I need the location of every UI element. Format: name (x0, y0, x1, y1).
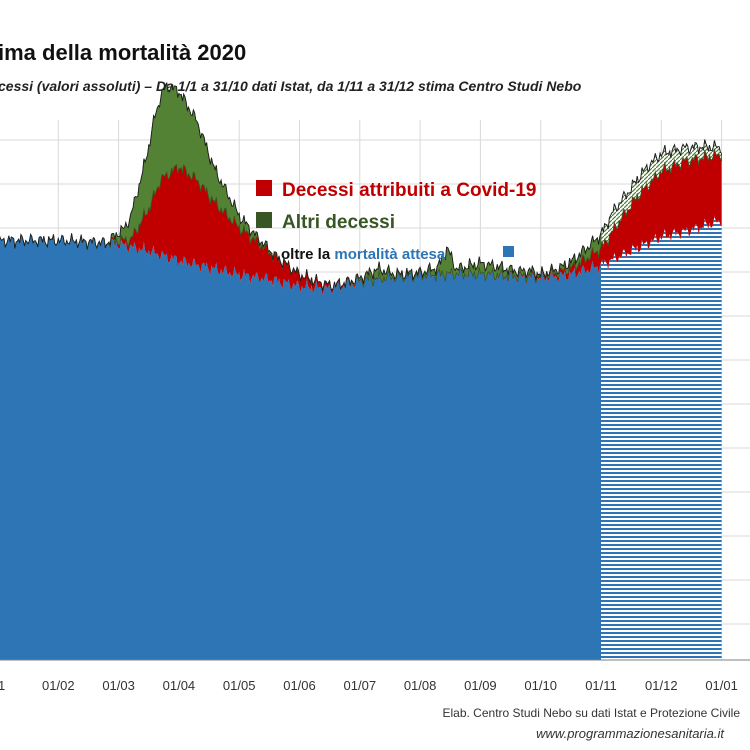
total-outline (0, 82, 722, 292)
chart-title: ima della mortalità 2020 (0, 40, 247, 65)
website-link: www.programmazionesanitaria.it (536, 726, 724, 741)
legend-swatch-expected (503, 246, 514, 257)
x-tick-label: 01/06 (283, 678, 316, 693)
x-tick-label: 01/04 (163, 678, 196, 693)
x-tick-label: 01/07 (344, 678, 377, 693)
legend-label-other: Altri decessi (282, 212, 395, 233)
legend: Decessi attribuiti a Covid-19 Altri dece… (256, 180, 536, 263)
legend-baseline-line: oltre la mortalità attesa (281, 246, 446, 263)
legend-swatch-other (256, 212, 272, 228)
legend-swatch-covid (256, 180, 272, 196)
area-expected-observed (0, 233, 601, 660)
x-tick-label: 01/10 (524, 678, 557, 693)
x-tick-labels: 01 01/02 01/03 01/04 01/05 01/06 01/07 01/08 01/… (0, 678, 738, 693)
legend-label-covid: Decessi attribuiti a Covid-19 (282, 180, 536, 201)
x-tick-label: 01/12 (645, 678, 678, 693)
x-tick-label: 01/05 (223, 678, 256, 693)
x-tick-label: 01 (0, 678, 5, 693)
credit-note: Elab. Centro Studi Nebo su dati Istat e … (442, 706, 741, 720)
x-tick-label: 01/02 (42, 678, 75, 693)
chart-subtitle: cessi (valori assoluti) – Da 1/1 a 31/10… (0, 78, 582, 94)
area-covid-estimate (601, 148, 722, 270)
legend-baseline-label: mortalità attesa (334, 246, 446, 263)
legend-baseline-prefix: oltre la (281, 246, 334, 263)
area-layer (0, 82, 722, 660)
x-tick-label: 01/03 (102, 678, 135, 693)
x-tick-label: 01/09 (464, 678, 497, 693)
x-tick-label: 01/08 (404, 678, 437, 693)
x-tick-label: 01/01 (705, 678, 738, 693)
x-tick-label: 01/11 (585, 678, 617, 693)
area-expected-estimate (601, 216, 722, 660)
